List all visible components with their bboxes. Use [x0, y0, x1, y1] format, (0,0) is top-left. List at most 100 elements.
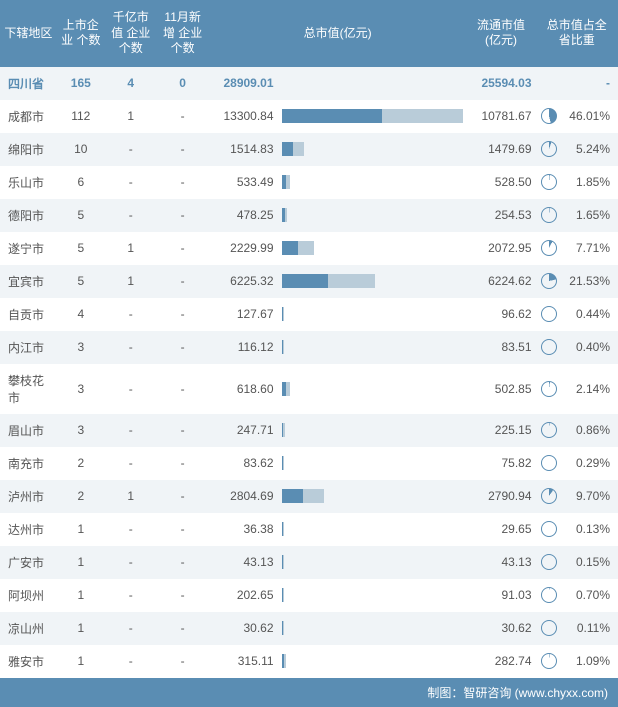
cell-bar [278, 546, 467, 579]
cell-pie [536, 232, 564, 265]
cell-nov-new: - [157, 480, 209, 513]
cell-listed-count: 1 [57, 513, 105, 546]
cell-nov-new: - [157, 265, 209, 298]
cell-listed-count: 1 [57, 645, 105, 678]
table-row: 乐山市6--533.49528.501.85% [0, 166, 618, 199]
cell-listed-count: 1 [57, 612, 105, 645]
cell-listed-count: 112 [57, 100, 105, 133]
cell-circ-cap: 25594.03 [467, 67, 536, 100]
cell-pct: 2.14% [563, 364, 618, 414]
cell-pie [536, 546, 564, 579]
col-header-thousand-yi: 千亿市值 企业个数 [105, 0, 157, 67]
cell-total-cap: 247.71 [209, 414, 278, 447]
table-row: 凉山州1--30.6230.620.11% [0, 612, 618, 645]
cell-circ-cap: 43.13 [467, 546, 536, 579]
cell-pct: 5.24% [563, 133, 618, 166]
pie-icon [541, 488, 557, 504]
cell-bar [278, 447, 467, 480]
cell-listed-count: 3 [57, 364, 105, 414]
cell-region: 达州市 [0, 513, 57, 546]
cell-region: 凉山州 [0, 612, 57, 645]
bar-circ [283, 522, 284, 536]
cell-pct: 46.01% [563, 100, 618, 133]
pie-wrap [540, 240, 560, 256]
cell-nov-new: - [157, 133, 209, 166]
bar-circ [283, 340, 284, 354]
cell-pie [536, 199, 564, 232]
cell-nov-new: - [157, 447, 209, 480]
cell-bar [278, 645, 467, 678]
cell-bar [278, 232, 467, 265]
bar-total [282, 489, 303, 503]
pie-wrap [540, 455, 560, 471]
cell-listed-count: 4 [57, 298, 105, 331]
bar-chart-icon [282, 654, 463, 668]
cell-pie [536, 364, 564, 414]
cell-pct: 0.40% [563, 331, 618, 364]
pie-icon [541, 207, 557, 223]
bar-chart-icon [282, 423, 463, 437]
col-header-pct-province: 总市值占全 省比重 [536, 0, 618, 67]
cell-thousand-yi: - [105, 579, 157, 612]
col-header-total-cap: 总市值(亿元) [209, 0, 467, 67]
pie-wrap [540, 273, 560, 289]
cell-thousand-yi: 1 [105, 232, 157, 265]
pie-icon [541, 306, 557, 322]
cell-pie [536, 100, 564, 133]
cell-nov-new: - [157, 331, 209, 364]
cell-nov-new: - [157, 579, 209, 612]
cell-total-cap: 28909.01 [209, 67, 278, 100]
cell-thousand-yi: - [105, 133, 157, 166]
cell-pie [536, 612, 564, 645]
bar-chart-icon [282, 522, 463, 536]
pie-wrap [540, 207, 560, 223]
bar-total [282, 109, 382, 123]
cell-total-cap: 13300.84 [209, 100, 278, 133]
cell-listed-count: 2 [57, 447, 105, 480]
cell-nov-new: - [157, 546, 209, 579]
cell-nov-new: - [157, 298, 209, 331]
bar-circ [283, 588, 284, 602]
pie-wrap [540, 422, 560, 438]
cell-nov-new: - [157, 166, 209, 199]
cell-bar [278, 166, 467, 199]
cell-thousand-yi: - [105, 298, 157, 331]
cell-circ-cap: 30.62 [467, 612, 536, 645]
cell-circ-cap: 282.74 [467, 645, 536, 678]
cell-pie [536, 67, 564, 100]
bar-circ [285, 208, 287, 222]
cell-circ-cap: 2790.94 [467, 480, 536, 513]
cell-circ-cap: 29.65 [467, 513, 536, 546]
cell-pie [536, 513, 564, 546]
table-row: 德阳市5--478.25254.531.65% [0, 199, 618, 232]
cell-bar [278, 298, 467, 331]
col-header-region: 下辖地区 [0, 0, 57, 67]
cell-total-cap: 2229.99 [209, 232, 278, 265]
cell-region: 宜宾市 [0, 265, 57, 298]
cell-pie [536, 480, 564, 513]
cell-listed-count: 10 [57, 133, 105, 166]
cell-circ-cap: 75.82 [467, 447, 536, 480]
cell-total-cap: 315.11 [209, 645, 278, 678]
cell-circ-cap: 1479.69 [467, 133, 536, 166]
cell-pct: 0.86% [563, 414, 618, 447]
col-header-nov-new: 11月新增 企业个数 [157, 0, 209, 67]
pie-icon [541, 455, 557, 471]
table-row: 宜宾市51-6225.326224.6221.53% [0, 265, 618, 298]
table-row: 雅安市1--315.11282.741.09% [0, 645, 618, 678]
cell-total-cap: 36.38 [209, 513, 278, 546]
cell-total-cap: 43.13 [209, 546, 278, 579]
table-row: 泸州市21-2804.692790.949.70% [0, 480, 618, 513]
cell-listed-count: 1 [57, 579, 105, 612]
bar-chart-icon [282, 456, 463, 470]
cell-pct: 1.09% [563, 645, 618, 678]
cell-thousand-yi: - [105, 447, 157, 480]
cell-thousand-yi: - [105, 166, 157, 199]
cell-circ-cap: 502.85 [467, 364, 536, 414]
cell-bar [278, 579, 467, 612]
cell-region: 南充市 [0, 447, 57, 480]
cell-pct: 7.71% [563, 232, 618, 265]
bar-chart-icon [282, 382, 463, 396]
cell-bar [278, 513, 467, 546]
cell-pct: 0.70% [563, 579, 618, 612]
